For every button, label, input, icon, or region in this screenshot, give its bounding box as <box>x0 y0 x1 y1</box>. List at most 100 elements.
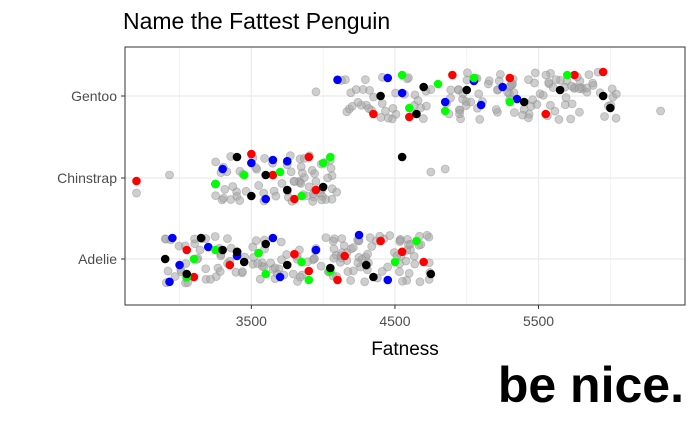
background-point <box>388 103 398 113</box>
background-point <box>251 236 261 246</box>
red-point <box>268 170 278 180</box>
footer-slogan: be nice. <box>497 357 684 413</box>
red-point <box>505 73 515 83</box>
background-point <box>474 89 484 99</box>
background-point <box>545 100 555 110</box>
background-point <box>215 267 225 276</box>
background-point <box>561 93 571 102</box>
red-point <box>369 109 378 119</box>
black-point <box>232 247 242 257</box>
black-point <box>426 269 436 279</box>
green-point <box>405 103 414 113</box>
blue-point <box>440 97 450 107</box>
background-point <box>541 70 551 80</box>
background-point <box>404 269 414 278</box>
background-point <box>286 167 296 177</box>
background-point <box>210 232 220 241</box>
background-point <box>170 272 180 281</box>
background-point <box>495 69 505 79</box>
background-point <box>404 240 413 249</box>
green-point <box>440 106 450 116</box>
background-point <box>332 187 342 197</box>
red-point <box>340 251 349 261</box>
background-point <box>337 234 347 244</box>
background-point <box>524 75 533 85</box>
background-point <box>584 70 594 80</box>
background-point <box>385 231 395 240</box>
background-point <box>656 106 665 116</box>
background-point <box>367 241 377 251</box>
red-point <box>419 257 428 267</box>
blue-point <box>383 275 393 285</box>
blue-point <box>383 73 393 83</box>
background-point <box>360 75 370 85</box>
blue-point <box>261 194 271 204</box>
background-point <box>413 96 423 105</box>
red-point <box>570 70 579 80</box>
red-point <box>541 109 551 119</box>
background-point <box>211 157 221 167</box>
green-point <box>304 275 314 285</box>
background-point <box>475 114 485 124</box>
background-point <box>321 233 331 243</box>
x-tick-label: 5500 <box>523 313 554 329</box>
blue-point <box>247 158 256 168</box>
black-point <box>419 82 428 92</box>
green-point <box>239 170 249 180</box>
background-point <box>409 251 419 261</box>
background-point <box>253 259 263 268</box>
background-point <box>220 185 230 194</box>
black-point <box>397 152 407 162</box>
black-point <box>196 233 206 243</box>
background-point <box>311 87 321 97</box>
background-point <box>360 277 370 287</box>
background-point <box>311 177 321 187</box>
x-tick-label: 4500 <box>379 313 410 329</box>
background-point <box>223 234 232 244</box>
background-point <box>377 99 387 108</box>
background-point <box>538 90 548 100</box>
background-point <box>600 112 609 121</box>
background-point <box>509 108 519 117</box>
background-point <box>163 266 173 276</box>
red-point <box>290 194 299 204</box>
red-point <box>132 176 141 186</box>
background-point <box>211 191 221 201</box>
background-point <box>575 107 584 117</box>
red-point <box>247 149 256 159</box>
background-point <box>343 267 353 276</box>
background-point <box>254 181 264 190</box>
plot-border <box>124 46 686 306</box>
background-point <box>329 244 339 254</box>
background-point <box>518 110 527 120</box>
y-tick-label: Gentoo <box>71 88 117 104</box>
green-point <box>412 236 421 246</box>
background-point <box>567 81 576 91</box>
black-point <box>160 254 170 264</box>
y-tick-label: Chinstrap <box>57 170 117 186</box>
black-point <box>606 103 615 113</box>
blue-point <box>218 164 227 174</box>
background-point <box>226 195 236 204</box>
background-point <box>165 170 174 180</box>
green-point <box>261 269 271 279</box>
blue-point <box>165 277 174 287</box>
background-point <box>611 89 621 99</box>
background-point <box>395 267 404 277</box>
background-point <box>235 196 245 205</box>
background-point <box>365 233 375 243</box>
black-point <box>282 260 292 270</box>
background-point <box>270 263 280 273</box>
y-axis: Adelie Chinstrap Gentoo <box>57 88 125 267</box>
black-point <box>261 239 271 249</box>
green-point <box>297 191 306 201</box>
green-point <box>469 73 479 83</box>
green-point <box>505 97 515 107</box>
blue-point <box>476 100 486 110</box>
black-point <box>326 263 335 273</box>
black-point <box>318 182 328 192</box>
green-point <box>275 167 285 177</box>
background-point <box>422 230 432 240</box>
background-point <box>289 177 299 186</box>
background-point <box>255 274 265 284</box>
